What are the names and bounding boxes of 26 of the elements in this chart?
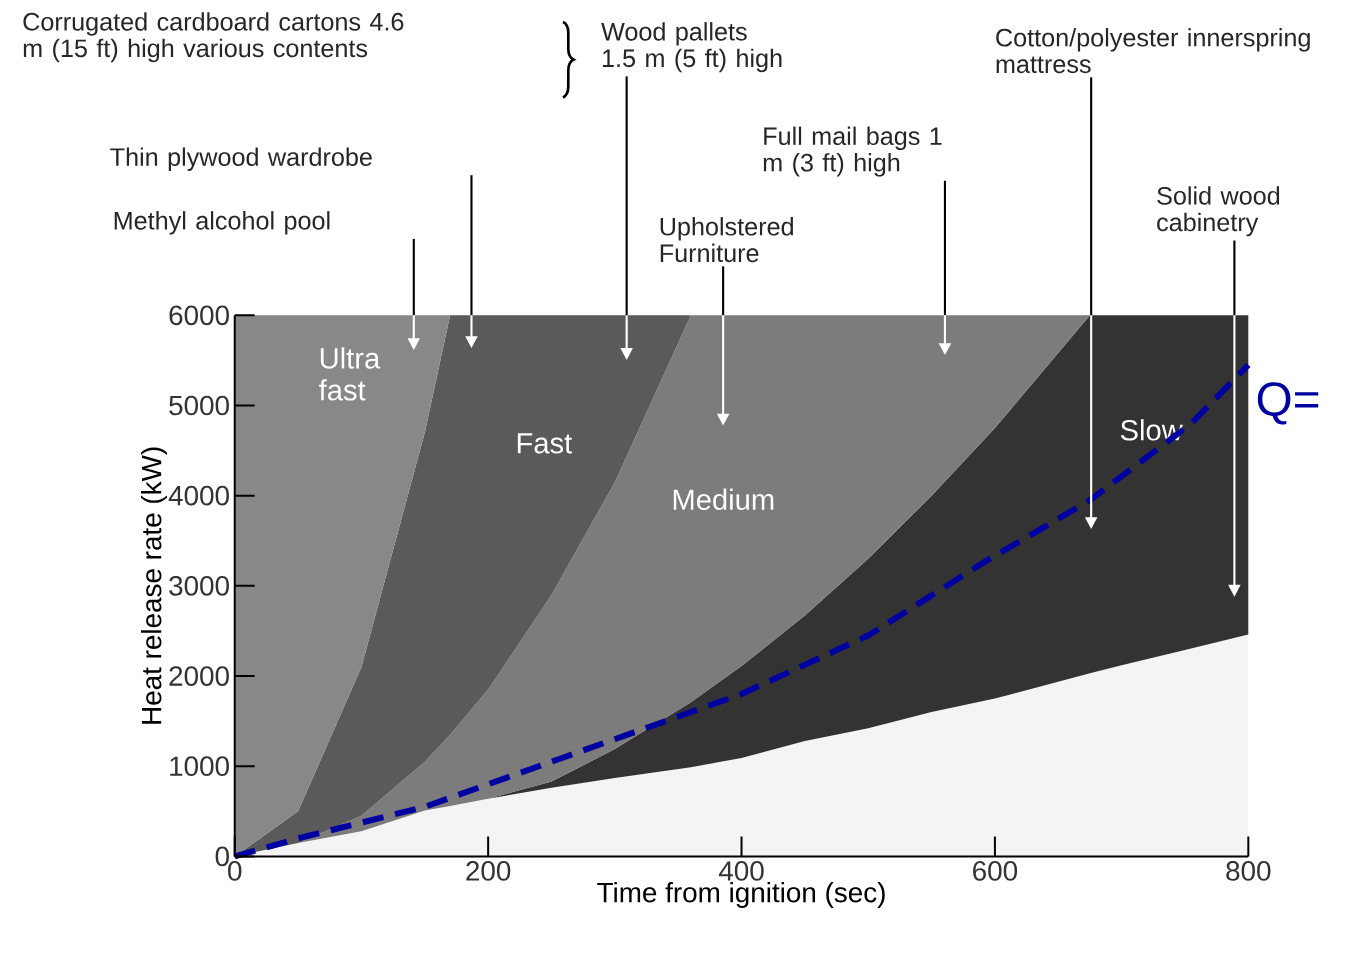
series-label: Fast bbox=[517, 433, 573, 454]
text: Solid wood cabinetry bbox=[1157, 186, 1280, 237]
series-label: Ultra fast bbox=[319, 347, 381, 401]
y-tick-label: 4000 bbox=[168, 485, 229, 506]
x-tick-label: 600 bbox=[973, 861, 1018, 881]
text: Thin plywood wardrobe bbox=[110, 147, 372, 172]
x-tick-label: 800 bbox=[1226, 861, 1271, 881]
y-tick-label: 1000 bbox=[170, 756, 229, 777]
y-tick-label: 6000 bbox=[169, 305, 229, 326]
text: Q= bbox=[1257, 382, 1319, 425]
y-tick-label: 5000 bbox=[169, 395, 229, 416]
text: Upholstered Furniture bbox=[660, 217, 793, 263]
text: Full mail bags 1 m (3 ft) high bbox=[763, 126, 942, 177]
y-tick-label: 3000 bbox=[169, 576, 229, 596]
series-label: Medium bbox=[673, 488, 774, 511]
text: Wood pallets 1.5 m (5 ft) high bbox=[601, 22, 782, 73]
y-axis-title: Heat release rate (kW) bbox=[141, 447, 167, 724]
text: Methyl alcohol pool bbox=[114, 211, 330, 235]
x-tick-label: 0 bbox=[228, 861, 242, 881]
x-axis-title: Time from ignition (sec) bbox=[597, 882, 885, 908]
y-tick-label: 0 bbox=[215, 846, 229, 867]
y-tick-label: 2000 bbox=[169, 666, 229, 686]
x-tick-label: 400 bbox=[718, 861, 764, 881]
text: Cotton/polyester innerspring mattress bbox=[996, 28, 1310, 74]
x-tick-label: 200 bbox=[466, 861, 511, 881]
text: Corrugated cardboard cartons 4.6 m (15 ft) high various contents bbox=[23, 12, 404, 63]
